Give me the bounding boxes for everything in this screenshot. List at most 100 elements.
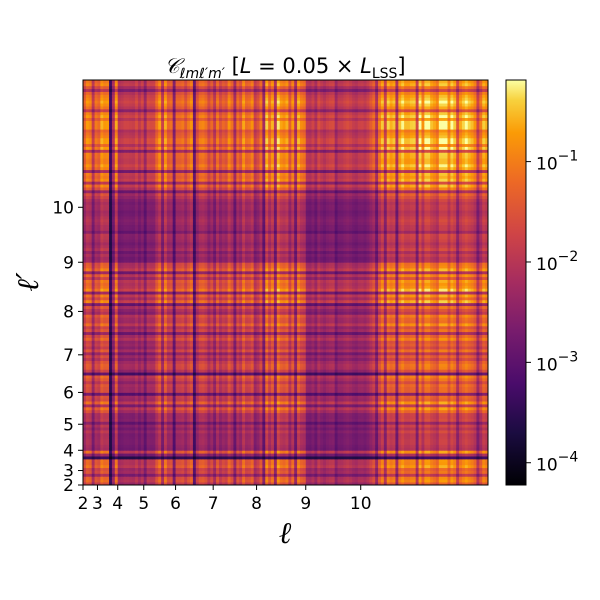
heatmap-cell	[233, 427, 237, 431]
heatmap-cell	[305, 444, 310, 448]
heatmap-cell	[242, 424, 246, 428]
heatmap-cell	[129, 418, 133, 422]
heatmap-cell	[294, 380, 298, 385]
heatmap-cell	[418, 392, 422, 396]
heatmap-cell	[140, 467, 145, 471]
heatmap-cell	[279, 461, 283, 466]
heatmap-cell	[479, 386, 483, 390]
heatmap-cell	[250, 453, 255, 457]
heatmap-cell	[120, 467, 124, 471]
heatmap-cell	[152, 380, 156, 385]
heatmap-cell	[467, 476, 472, 480]
heatmap-cell	[331, 380, 336, 385]
heatmap-cell	[85, 467, 90, 471]
heatmap-cell	[91, 409, 95, 414]
heatmap-cell	[221, 392, 226, 396]
heatmap-cell	[308, 430, 312, 434]
heatmap-cell	[305, 441, 310, 445]
heatmap-cell	[482, 476, 486, 480]
heatmap-cell	[375, 395, 379, 399]
heatmap-cell	[340, 392, 344, 396]
heatmap-cell	[88, 386, 93, 390]
heatmap-cell	[337, 386, 341, 390]
heatmap-cell	[233, 409, 237, 414]
heatmap-cell	[302, 447, 307, 451]
heatmap-cell	[106, 406, 110, 411]
heatmap-cell	[192, 450, 197, 454]
heatmap-cell	[198, 404, 202, 408]
heatmap-cell	[346, 380, 350, 385]
heatmap-cell	[227, 386, 231, 390]
heatmap-cell	[265, 473, 269, 477]
heatmap-cell	[366, 467, 370, 471]
heatmap-cell	[380, 406, 385, 411]
heatmap-cell	[326, 461, 330, 466]
heatmap-cell	[250, 435, 255, 440]
heatmap-cell	[404, 415, 408, 419]
heatmap-cell	[218, 447, 223, 451]
heatmap-cell	[308, 383, 312, 388]
heatmap-cell	[91, 406, 95, 411]
heatmap-cell	[418, 479, 422, 483]
heatmap-cell	[129, 470, 133, 474]
heatmap-cell	[435, 464, 440, 469]
heatmap-cell	[218, 392, 223, 396]
heatmap-cell	[198, 380, 202, 385]
heatmap-cell	[352, 432, 356, 437]
heatmap-cell	[299, 430, 304, 434]
heatmap-cell	[291, 409, 295, 414]
heatmap-cell	[155, 380, 159, 385]
heatmap-cell	[430, 432, 434, 437]
heatmap-cell	[233, 421, 237, 425]
heatmap-cell	[187, 458, 191, 463]
heatmap-cell	[207, 404, 211, 408]
heatmap-cell	[262, 401, 266, 405]
heatmap-cell	[85, 401, 90, 405]
heatmap-cell	[392, 435, 396, 440]
heatmap-cell	[282, 392, 286, 396]
heatmap-cell	[320, 430, 324, 434]
heatmap-cell	[418, 424, 422, 428]
heatmap-cell	[470, 441, 474, 445]
heatmap-cell	[192, 383, 197, 388]
heatmap-cell	[198, 421, 202, 425]
heatmap-cell	[294, 444, 298, 448]
heatmap-cell	[433, 476, 437, 480]
heatmap-cell	[230, 479, 234, 483]
heatmap-cell	[227, 476, 231, 480]
heatmap-cell	[282, 467, 286, 471]
heatmap-cell	[326, 427, 330, 431]
heatmap-cell	[192, 453, 197, 457]
heatmap-cell	[456, 418, 460, 422]
heatmap-cell	[326, 458, 330, 463]
heatmap-cell	[129, 438, 133, 442]
heatmap-cell	[421, 458, 425, 463]
heatmap-cell	[120, 398, 124, 402]
heatmap-cell	[276, 470, 281, 474]
heatmap-cell	[450, 415, 454, 419]
heatmap-cell	[262, 435, 266, 440]
heatmap-cell	[268, 479, 272, 483]
heatmap-cell	[299, 438, 304, 442]
heatmap-cell	[259, 482, 263, 486]
heatmap-cell	[438, 398, 443, 402]
heatmap-cell	[378, 389, 382, 393]
heatmap-cell	[233, 392, 237, 396]
heatmap-cell	[308, 421, 312, 425]
heatmap-cell	[360, 467, 364, 471]
heatmap-cell	[216, 383, 220, 388]
heatmap-cell	[482, 406, 486, 411]
heatmap-cell	[250, 421, 255, 425]
heatmap-cell	[343, 444, 347, 448]
heatmap-cell	[464, 418, 469, 422]
heatmap-cell	[461, 461, 466, 466]
heatmap-cell	[297, 467, 301, 471]
heatmap-cell	[398, 421, 402, 425]
heatmap-cell	[349, 470, 353, 474]
heatmap-cell	[218, 386, 223, 390]
heatmap-cell	[334, 406, 338, 411]
heatmap-cell	[169, 467, 174, 471]
heatmap-cell	[114, 395, 119, 399]
heatmap-cell	[447, 444, 451, 448]
